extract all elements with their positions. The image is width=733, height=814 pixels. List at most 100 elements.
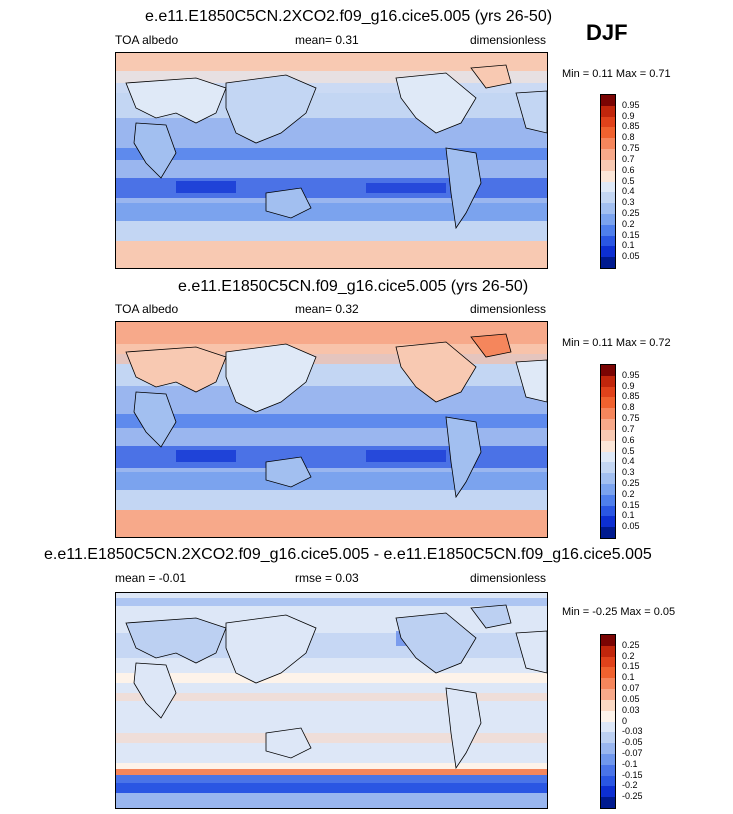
colorbar-label: 0.3 [622,467,635,478]
colorbar-swatch [601,462,615,474]
panel-2-map [115,321,548,538]
panel-1-map [115,52,548,269]
colorbar-label: 0.25 [622,477,640,488]
colorbar-label: 0.15 [622,661,640,672]
colorbar-swatch [601,699,615,711]
panel-1-variable: TOA albedo [115,33,179,47]
colorbar-swatch [601,797,615,808]
colorbar-label: 0.05 [622,521,640,532]
colorbar-label: 0.9 [622,380,635,391]
panel-1-minmax: Min = 0.11 Max = 0.71 [562,68,671,80]
colorbar-swatch [601,710,615,722]
panel-3-units: dimensionless [470,571,547,585]
panel-3-map [115,592,548,809]
colorbar-label: 0.9 [622,110,635,121]
colorbar-label: 0.05 [622,251,640,262]
panel-1-title: e.e11.E1850C5CN.2XCO2.f09_g16.cice5.005 … [145,8,553,25]
colorbar-label: 0.85 [622,121,640,132]
panel-3-rmse: rmse = 0.03 [295,571,359,585]
panel-2-minmax: Min = 0.11 Max = 0.72 [562,337,671,349]
colorbar-swatch [601,473,615,484]
colorbar-swatch [601,181,615,193]
colorbar-swatch [601,764,615,776]
colorbar-label: 0.07 [622,683,640,694]
panel-1-mean: mean= 0.31 [295,33,359,47]
colorbar-swatch [601,397,615,409]
panel-1-units: dimensionless [470,33,547,47]
colorbar-label: 0.1 [622,510,635,521]
colorbar-swatch [601,689,615,700]
colorbar-label: 0.1 [622,672,635,683]
colorbar-swatch [601,408,615,420]
colorbar-label: -0.07 [622,747,643,758]
colorbar-label: 0.8 [622,402,635,413]
colorbar-swatch [601,246,615,258]
colorbar-label: 0.03 [622,704,640,715]
colorbar-label: 0.6 [622,434,635,445]
colorbar-label: 0.95 [622,99,640,110]
colorbar-label: 0.1 [622,240,635,251]
colorbar-swatch [601,149,615,160]
panel-2-title: e.e11.E1850C5CN.f09_g16.cice5.005 (yrs 2… [178,278,529,295]
colorbar-swatch [601,127,615,139]
colorbar-swatch [601,419,615,430]
colorbar-swatch [601,224,615,236]
colorbar-swatch [601,386,615,398]
colorbar-label: 0.05 [622,693,640,704]
colorbar-swatch [601,105,615,117]
colorbar-swatch [601,775,615,787]
colorbar-label: -0.1 [622,758,638,769]
colorbar-swatch [601,494,615,506]
colorbar-label: -0.05 [622,737,643,748]
panel-3-colorbar [600,634,616,809]
colorbar-label: 0.2 [622,650,635,661]
colorbar-swatch [601,656,615,668]
colorbar-swatch [601,786,615,798]
colorbar-swatch [601,116,615,128]
colorbar-label: 0.6 [622,164,635,175]
panel-3-title: e.e11.E1850C5CN.2XCO2.f09_g16.cice5.005 … [44,546,652,563]
colorbar-swatch [601,635,615,646]
colorbar-label: 0.5 [622,175,635,186]
colorbar-swatch [601,732,615,744]
colorbar-swatch [601,505,615,517]
colorbar-label: 0 [622,715,628,726]
panel-2-mean: mean= 0.32 [295,302,359,316]
colorbar-swatch [601,721,615,733]
colorbar-swatch [601,753,615,765]
colorbar-swatch [601,645,615,657]
colorbar-swatch [601,95,615,106]
colorbar-label: 0.2 [622,218,635,229]
colorbar-label: 0.4 [622,456,635,467]
colorbar-label: 0.75 [622,143,640,154]
colorbar-swatch [601,138,615,150]
colorbar-label: -0.03 [622,726,643,737]
colorbar-swatch [601,257,615,268]
colorbar-swatch [601,527,615,538]
season-label: DJF [586,20,628,45]
colorbar-label: 0.25 [622,207,640,218]
colorbar-label: 0.7 [622,153,635,164]
colorbar-swatch [601,440,615,452]
colorbar-swatch [601,516,615,528]
colorbar-swatch [601,678,615,690]
colorbar-label: 0.75 [622,413,640,424]
colorbar-swatch [601,203,615,214]
panel-3-mean: mean = -0.01 [115,571,187,585]
colorbar-label: 0.8 [622,132,635,143]
colorbar-label: 0.5 [622,445,635,456]
colorbar-swatch [601,375,615,387]
panel-2-variable: TOA albedo [115,302,179,316]
colorbar-swatch [601,365,615,376]
colorbar-swatch [601,235,615,247]
colorbar-label: 0.3 [622,197,635,208]
colorbar-label: -0.25 [622,791,643,802]
colorbar-swatch [601,159,615,171]
colorbar-swatch [601,213,615,225]
panel-2-colorbar [600,364,616,539]
colorbar-label: 0.7 [622,423,635,434]
colorbar-label: 0.4 [622,186,635,197]
colorbar-label: -0.15 [622,769,643,780]
panel-3-minmax: Min = -0.25 Max = 0.05 [562,606,676,618]
colorbar-swatch [601,667,615,679]
